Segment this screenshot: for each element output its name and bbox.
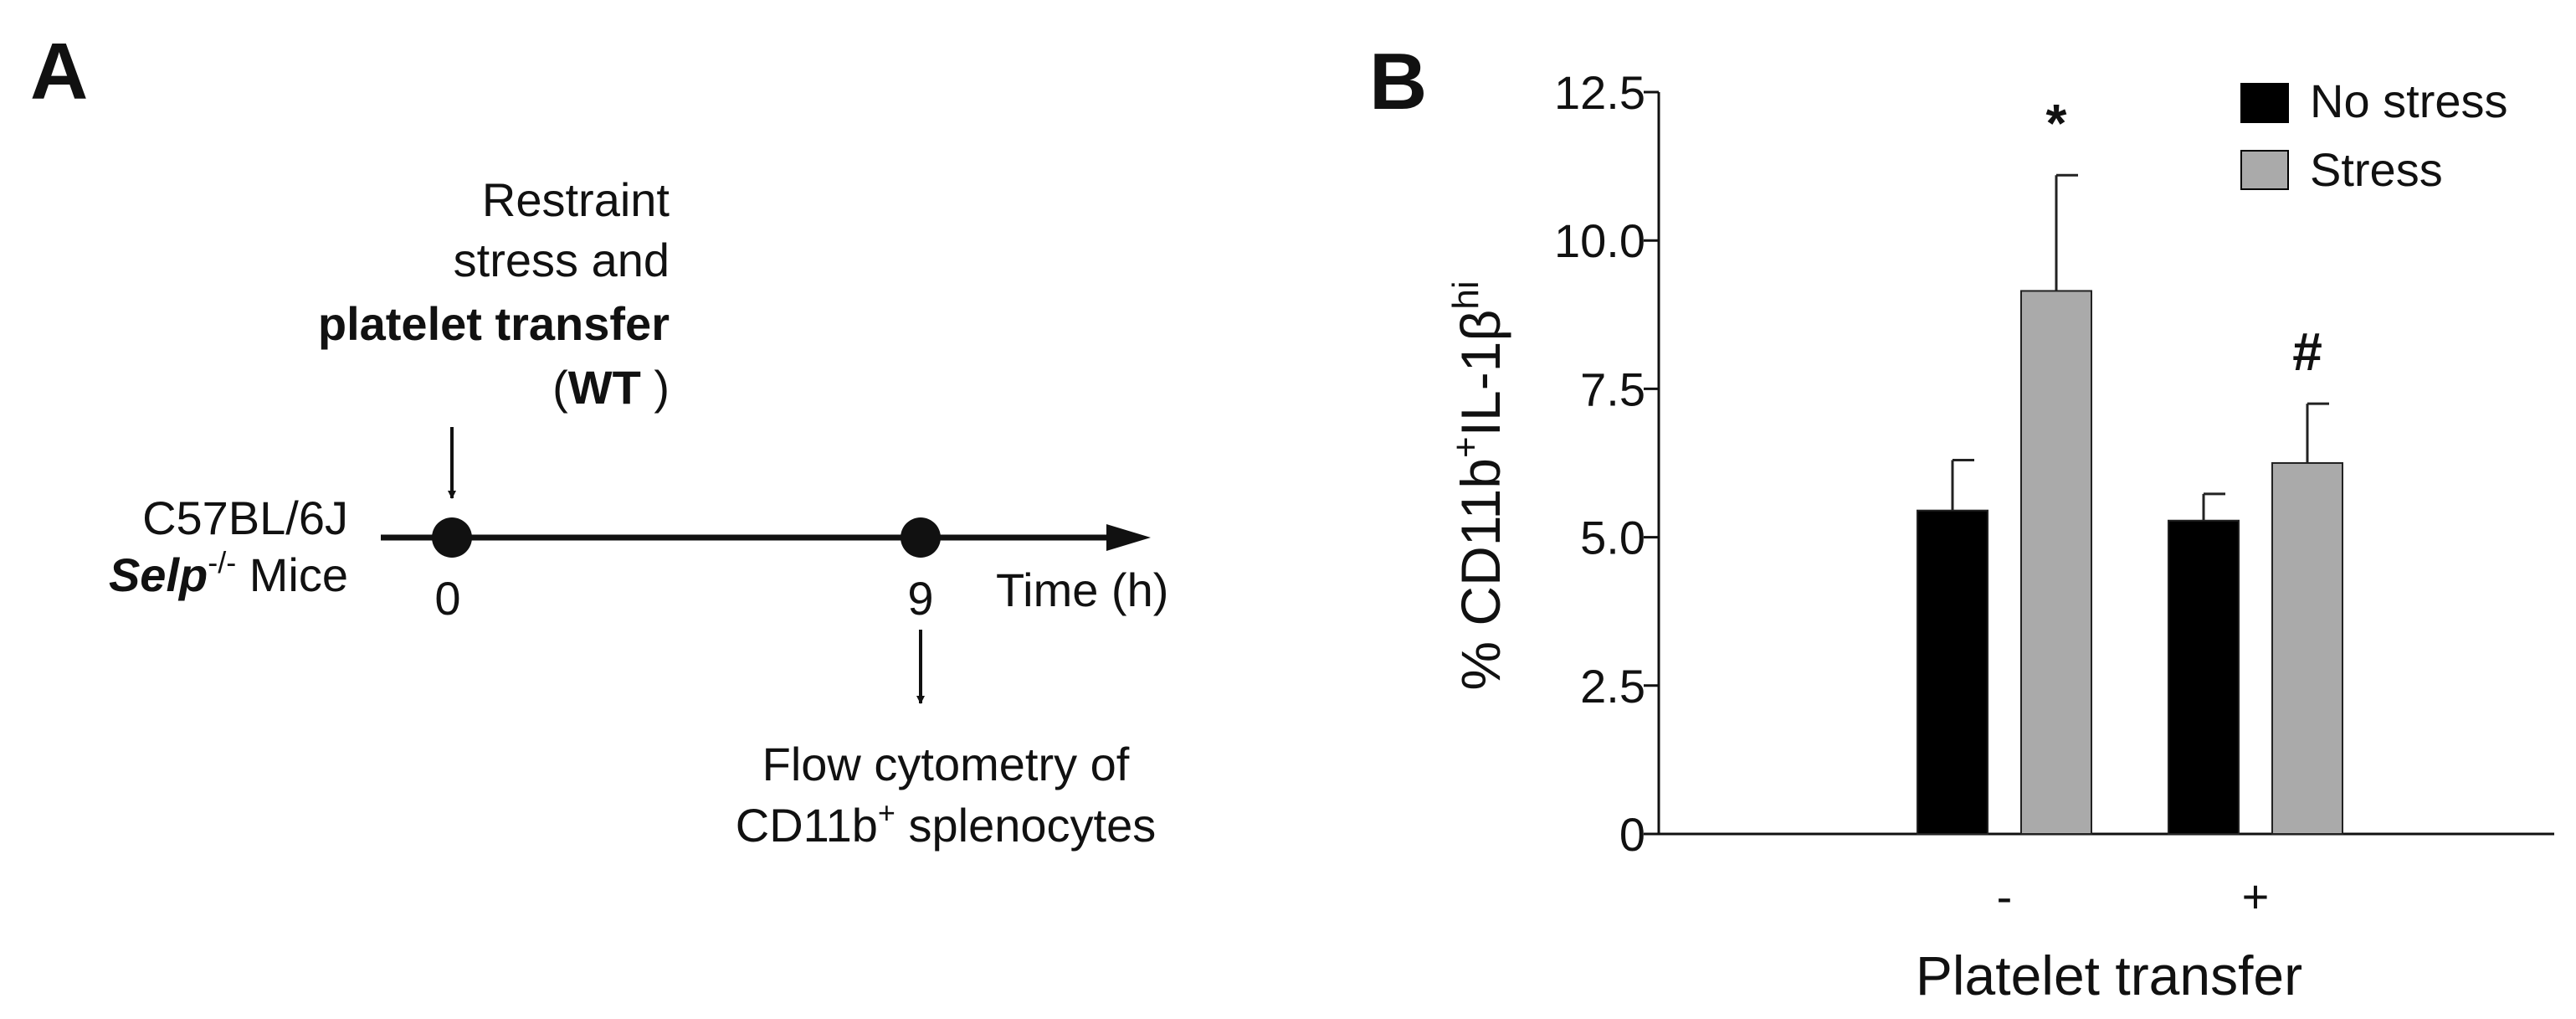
bar-no-stress-plus xyxy=(2168,519,2240,835)
bars: *# xyxy=(1917,93,2343,835)
y-tick-label: 10.0 xyxy=(1554,214,1645,267)
y-tick-label: 12.5 xyxy=(1554,66,1645,119)
timeline-label-9: 9 xyxy=(907,572,933,625)
panel-a-letter: A xyxy=(30,27,88,116)
panel-b-letter: B xyxy=(1369,37,1427,126)
x-category-label: - xyxy=(1997,870,2013,923)
event-end-line1: Flow cytometry of xyxy=(762,738,1130,790)
y-axis-title: % CD11b+IL-1βhi xyxy=(1445,280,1511,690)
x-axis-title: Platelet transfer xyxy=(1916,944,2302,1006)
event-start-line3: platelet transfer xyxy=(318,297,670,350)
bar-stress-plus xyxy=(2271,462,2343,835)
legend-label-stress: Stress xyxy=(2310,143,2443,196)
y-ticks: 0 2.5 5.0 7.5 10.0 12.5 xyxy=(1554,66,1659,861)
event-end-line2: CD11b+ splenocytes xyxy=(736,795,1156,852)
mice-strain: C57BL/6J xyxy=(142,491,348,544)
event-start-line2: stress and xyxy=(454,234,670,286)
timeline-point-0 xyxy=(432,517,472,558)
bar-no-stress-minus xyxy=(1917,509,1988,835)
x-category-label: + xyxy=(2242,870,2270,923)
timeline-point-9 xyxy=(901,517,941,558)
y-tick-label: 0 xyxy=(1619,808,1645,861)
event-start-line4: (WT ) xyxy=(552,361,670,414)
event-start-line1: Restraint xyxy=(482,173,670,226)
y-tick-label: 5.0 xyxy=(1580,512,1645,564)
panel-a: A Restraint stress and platelet transfer… xyxy=(30,27,1168,852)
time-axis-label: Time (h) xyxy=(996,564,1168,616)
timeline-arrowhead xyxy=(1106,524,1151,551)
bar-stress-minus xyxy=(2020,290,2092,835)
mice-genotype: Selp-/- Mice xyxy=(109,545,348,601)
significance-marker: # xyxy=(2292,322,2322,382)
significance-marker: * xyxy=(2046,93,2067,153)
timeline-label-0: 0 xyxy=(434,572,460,625)
legend-label-no-stress: No stress xyxy=(2310,75,2508,127)
legend-swatch-stress xyxy=(2240,150,2289,190)
panel-b: B % CD11b+IL-1βhi 02.55.07.510.012.5 *# … xyxy=(1369,37,2554,1006)
y-tick-label: 2.5 xyxy=(1580,660,1645,713)
legend-swatch-no-stress xyxy=(2240,83,2289,123)
y-tick-label: 7.5 xyxy=(1580,363,1645,415)
x-categories: - + xyxy=(1997,870,2270,923)
legend: No stress Stress xyxy=(2240,75,2508,196)
